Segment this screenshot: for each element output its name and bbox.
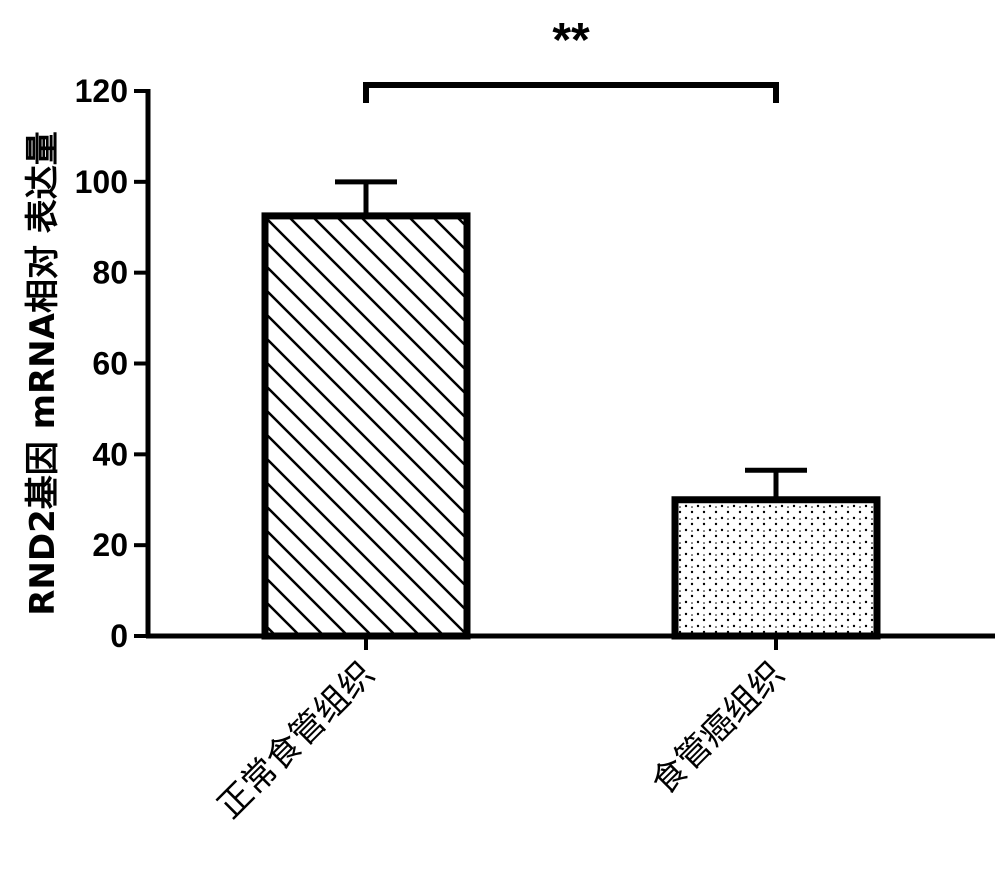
y-tick-label: 100 <box>75 164 128 200</box>
significance-bracket <box>363 82 779 103</box>
y-tick-label: 80 <box>92 255 128 291</box>
significance-label: ** <box>552 14 590 67</box>
y-tick-label: 60 <box>92 346 128 382</box>
bar <box>261 212 471 640</box>
y-tick-label: 40 <box>92 436 128 472</box>
x-category-label: 食管癌组织 <box>644 654 792 802</box>
y-tick-label: 20 <box>92 527 128 563</box>
y-tick-label: 0 <box>110 618 128 654</box>
bar <box>671 496 881 640</box>
x-category-label: 正常食管组织 <box>210 654 383 827</box>
y-axis-title: RND2基因 mRNA相对 表达量 <box>23 131 63 616</box>
y-tick-label: 120 <box>75 73 128 109</box>
